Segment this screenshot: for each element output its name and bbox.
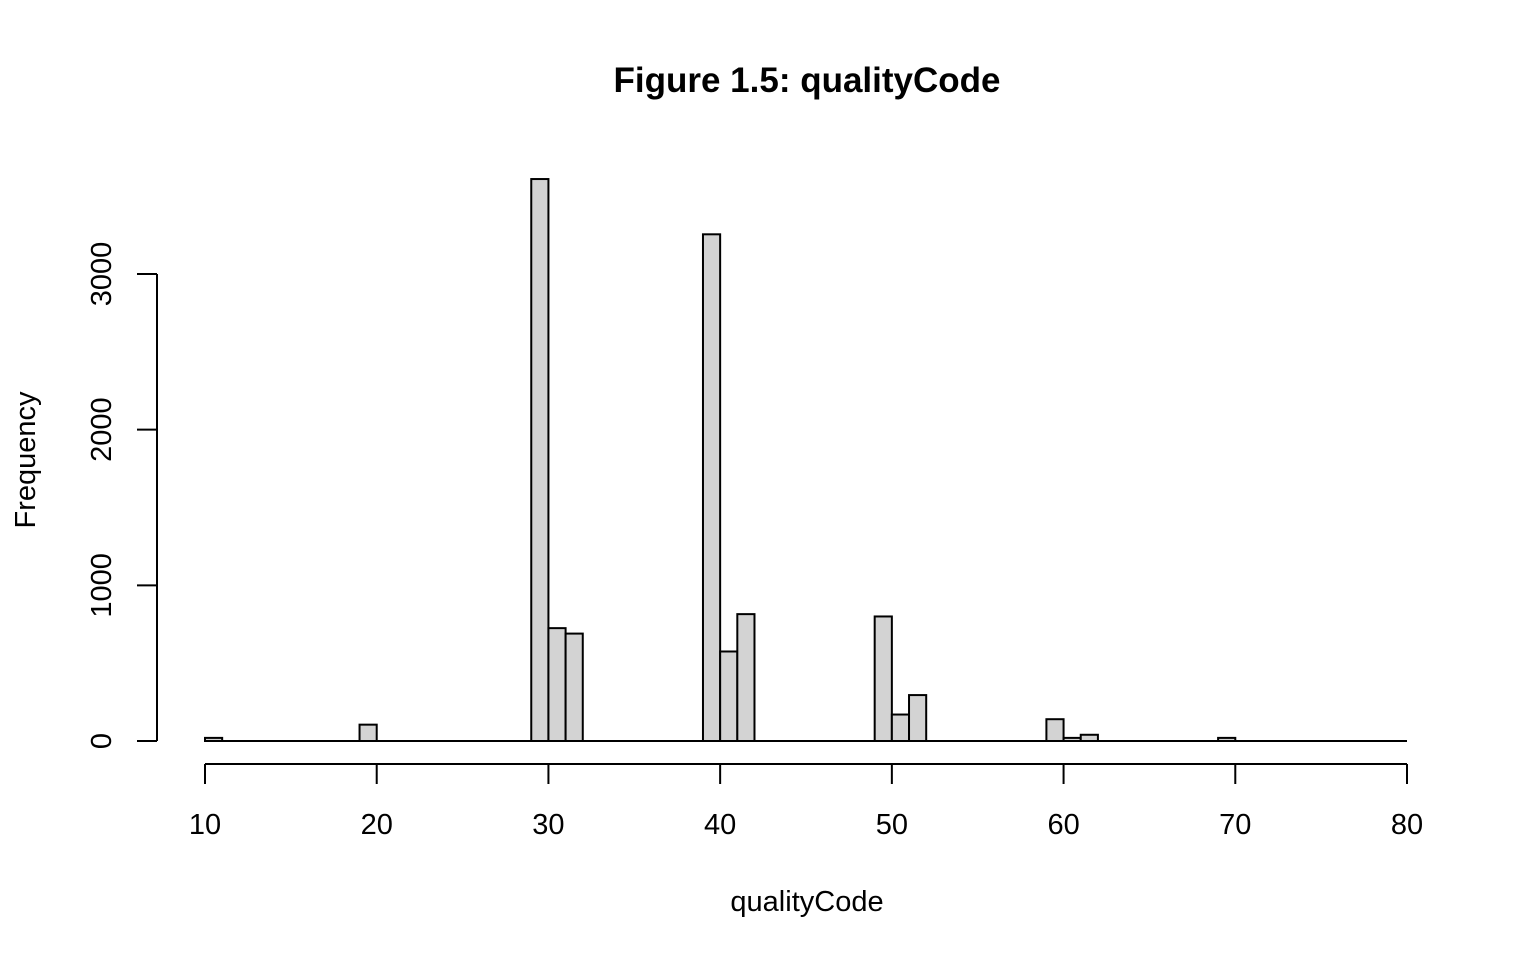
y-tick-label-1: 1000 — [86, 553, 118, 618]
histogram-bar-1 — [358, 723, 378, 743]
y-axis-ticks: 0 1000 2000 3000 — [86, 242, 157, 749]
histogram-bar-7 — [736, 613, 756, 742]
x-tick-label-4: 50 — [876, 809, 908, 841]
histogram-bar-2 — [530, 178, 550, 742]
histogram-bar-8 — [873, 615, 893, 743]
y-tick-label-0: 0 — [86, 733, 118, 749]
x-tick-label-2: 30 — [532, 809, 564, 841]
histogram-bar-4 — [564, 632, 584, 743]
x-axis-label: qualityCode — [730, 886, 883, 918]
histogram-bar-3 — [547, 627, 567, 742]
chart-title: Figure 1.5: qualityCode — [614, 61, 1001, 100]
x-tick-label-0: 10 — [189, 809, 221, 841]
y-axis: 0 1000 2000 3000 — [86, 242, 158, 749]
x-tick-label-1: 20 — [361, 809, 393, 841]
y-axis-label: Frequency — [10, 391, 42, 529]
histogram-bar-5 — [701, 233, 722, 742]
histogram-bar-10 — [908, 694, 928, 742]
x-tick-label-7: 80 — [1391, 809, 1423, 841]
histogram-bar-9 — [890, 713, 911, 743]
y-tick-label-3: 3000 — [86, 242, 118, 307]
x-axis: 10 20 30 40 50 60 70 80 — [189, 763, 1423, 841]
x-tick-label-3: 40 — [704, 809, 736, 841]
x-tick-label-6: 70 — [1219, 809, 1251, 841]
histogram-bars — [204, 178, 1407, 743]
x-axis-ticks: 10 20 30 40 50 60 70 80 — [189, 764, 1423, 841]
x-tick-label-5: 60 — [1047, 809, 1079, 841]
y-tick-label-2: 2000 — [86, 397, 118, 462]
histogram-bar-11 — [1045, 718, 1065, 742]
histogram-bar-6 — [719, 650, 739, 742]
